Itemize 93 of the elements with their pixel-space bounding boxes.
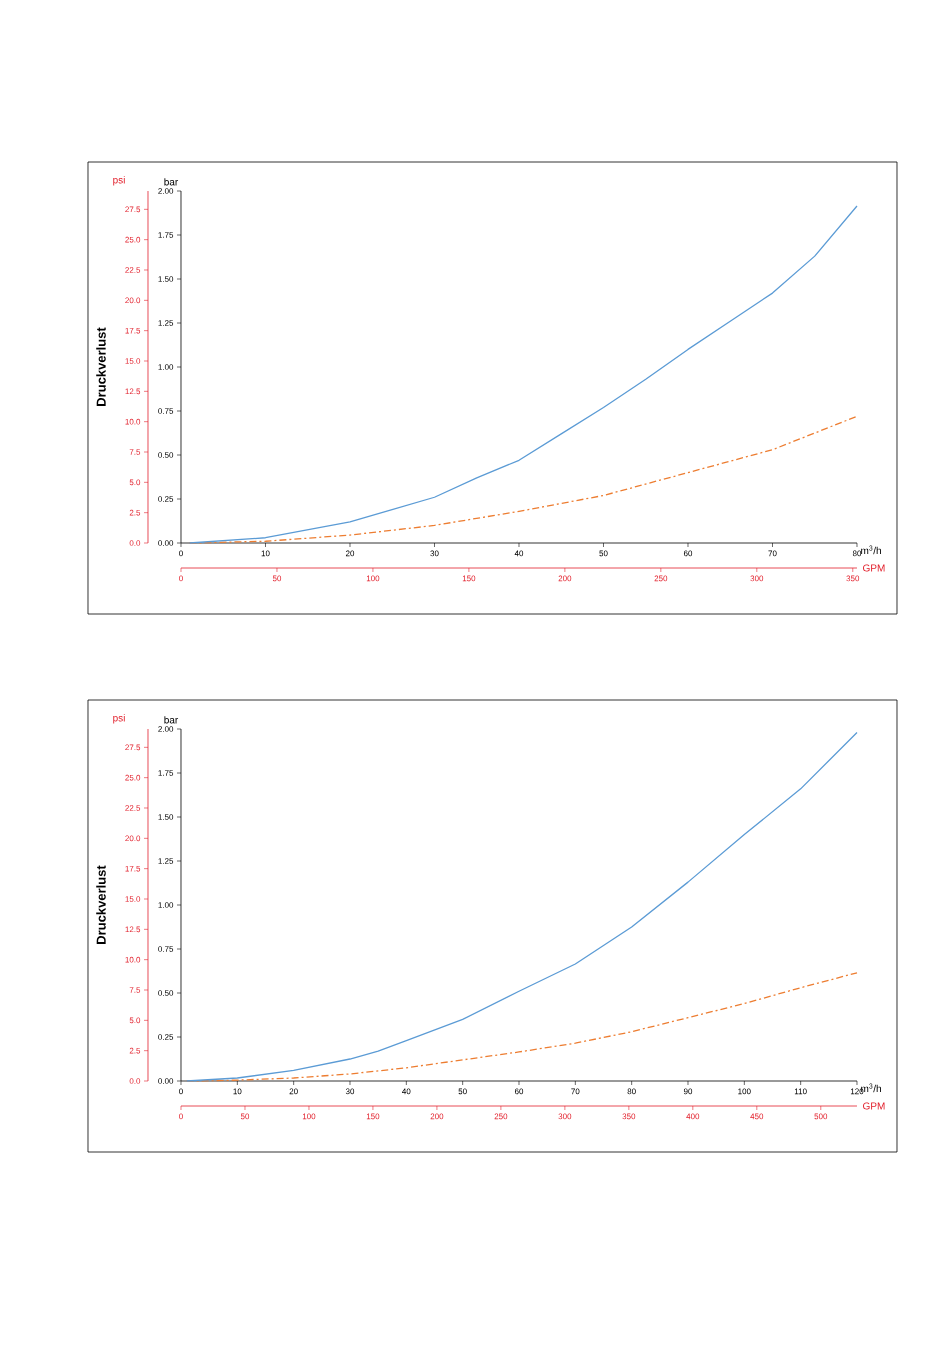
y-tick-label: 1.75 bbox=[158, 232, 174, 238]
x-tick-label: 30 bbox=[430, 550, 439, 557]
x-tick-label: 110 bbox=[794, 1088, 807, 1095]
text: Druckverlust bbox=[96, 865, 106, 944]
y-tick-label: 1.75 bbox=[158, 770, 174, 776]
x-tick-label: 90 bbox=[683, 1088, 693, 1095]
x-tick-label: 20 bbox=[345, 550, 355, 557]
y2-tick-label: 0.0 bbox=[129, 1078, 141, 1084]
y2-tick-label: 27.5 bbox=[125, 744, 141, 751]
x-tick-label: 20 bbox=[289, 1088, 298, 1095]
y2-tick-label: 5.0 bbox=[129, 1017, 141, 1024]
x2-tick-label: 200 bbox=[430, 1113, 444, 1120]
y2-tick-label: 12.5 bbox=[125, 926, 141, 933]
x-tick-label: 0 bbox=[179, 550, 183, 557]
x2-tick-label: 0 bbox=[179, 1113, 183, 1120]
y2-tick-label: 10.0 bbox=[125, 956, 141, 963]
x2-tick-label: 200 bbox=[558, 575, 572, 582]
y2-tick-label: 25.0 bbox=[125, 774, 141, 781]
y-axis-title: bar bbox=[164, 178, 179, 186]
y2-tick-label: 17.5 bbox=[125, 865, 141, 872]
x-tick-label: 10 bbox=[233, 1088, 242, 1095]
x2-tick-label: 100 bbox=[366, 575, 380, 582]
y2-tick-label: 12.5 bbox=[125, 388, 141, 395]
x-tick-label: 30 bbox=[345, 1088, 355, 1095]
x-tick-label: 70 bbox=[768, 550, 777, 557]
x-axis-title: m$^{3}$/h bbox=[861, 545, 881, 555]
x-tick-label: 50 bbox=[599, 550, 608, 557]
y-tick-label: 1.00 bbox=[158, 364, 174, 370]
y-tick-label: 0.00 bbox=[158, 1078, 174, 1084]
x2-tick-label: 150 bbox=[366, 1113, 380, 1120]
y2-tick-label: 27.5 bbox=[125, 206, 141, 213]
x-tick-label: 100 bbox=[738, 1088, 751, 1095]
x-tick-label: 40 bbox=[514, 550, 524, 557]
y-tick-label: 2.00 bbox=[158, 726, 174, 732]
x-tick-label: 80 bbox=[852, 550, 862, 557]
x2-tick-label: 500 bbox=[814, 1113, 828, 1120]
x2-tick-label: 400 bbox=[686, 1113, 700, 1120]
y-tick-label: 1.25 bbox=[158, 320, 174, 326]
y2-tick-label: 2.5 bbox=[129, 509, 141, 516]
x2-tick-label: 150 bbox=[462, 575, 476, 582]
x2-tick-label: 50 bbox=[272, 575, 282, 582]
x2-tick-label: 300 bbox=[558, 1113, 572, 1120]
y2-tick-label: 22.5 bbox=[125, 805, 141, 811]
y-tick-label: 0.75 bbox=[158, 946, 174, 952]
x-tick-label: 50 bbox=[458, 1088, 467, 1095]
y-tick-label: 0.25 bbox=[158, 496, 174, 502]
x2-tick-label: 450 bbox=[750, 1113, 764, 1120]
x-tick-label: 60 bbox=[514, 1088, 524, 1095]
y2-tick-label: 7.5 bbox=[129, 449, 141, 455]
y2-tick-label: 15.0 bbox=[125, 896, 141, 902]
y2-tick-label: 25.0 bbox=[125, 236, 141, 243]
y2-tick-label: 17.5 bbox=[125, 327, 141, 334]
y2-tick-label: 10.0 bbox=[125, 418, 141, 425]
text: Druckverlust bbox=[96, 327, 106, 406]
x2-axis-title: GPM bbox=[863, 1102, 885, 1110]
x-tick-label: 70 bbox=[571, 1088, 580, 1095]
y-tick-label: 1.50 bbox=[158, 276, 174, 282]
y-tick-label: 1.00 bbox=[158, 902, 174, 908]
y-tick-label: 1.50 bbox=[158, 814, 174, 820]
x-tick-label: 80 bbox=[627, 1088, 636, 1095]
y2-tick-label: 20.0 bbox=[125, 835, 141, 842]
y-tick-label: 0.00 bbox=[158, 540, 174, 546]
x2-tick-label: 250 bbox=[654, 575, 668, 582]
y-tick-label: 0.50 bbox=[158, 990, 174, 996]
y2-tick-label: 5.0 bbox=[129, 479, 141, 486]
x2-tick-label: 300 bbox=[750, 575, 764, 582]
y-tick-label: 0.75 bbox=[158, 408, 174, 414]
y2-axis-title: psi bbox=[113, 714, 125, 724]
y-tick-label: 0.25 bbox=[158, 1034, 174, 1040]
y2-axis-title: psi bbox=[113, 176, 125, 186]
x2-axis-title: GPM bbox=[863, 564, 885, 572]
y2-tick-label: 0.0 bbox=[129, 540, 141, 546]
y-tick-label: 0.50 bbox=[158, 452, 174, 458]
line-series bbox=[188, 205, 858, 544]
y-axis-title: bar bbox=[164, 716, 179, 724]
x-tick-label: 10 bbox=[261, 550, 270, 557]
y2-tick-label: 2.5 bbox=[129, 1047, 141, 1054]
line-series bbox=[185, 731, 858, 1082]
y2-tick-label: 7.5 bbox=[129, 987, 141, 993]
x2-tick-label: 250 bbox=[494, 1113, 508, 1120]
x2-tick-label: 100 bbox=[302, 1113, 316, 1120]
x2-tick-label: 350 bbox=[622, 1113, 636, 1120]
x-tick-label: 60 bbox=[683, 550, 693, 557]
y2-tick-label: 22.5 bbox=[125, 267, 141, 273]
x2-tick-label: 50 bbox=[240, 1113, 250, 1120]
x-tick-label: 40 bbox=[402, 1088, 411, 1095]
y2-tick-label: 15.0 bbox=[125, 358, 141, 364]
y2-tick-label: 20.0 bbox=[125, 297, 141, 304]
x2-tick-label: 0 bbox=[179, 575, 183, 582]
x2-tick-label: 350 bbox=[846, 575, 860, 582]
x-tick-label: 0 bbox=[179, 1088, 183, 1095]
y-tick-label: 1.25 bbox=[158, 858, 174, 864]
y-tick-label: 2.00 bbox=[158, 188, 174, 194]
